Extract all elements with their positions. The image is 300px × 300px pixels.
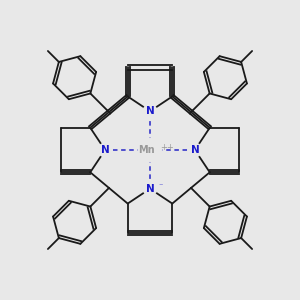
Text: Mn: Mn <box>139 145 155 155</box>
Circle shape <box>138 138 162 162</box>
Text: N: N <box>190 145 199 155</box>
Text: ++: ++ <box>160 143 174 152</box>
Circle shape <box>143 104 157 118</box>
Text: N: N <box>101 145 110 155</box>
Text: N: N <box>146 106 154 116</box>
Circle shape <box>188 143 202 157</box>
Text: ⁻: ⁻ <box>159 181 163 190</box>
Circle shape <box>98 143 112 157</box>
Circle shape <box>143 182 157 196</box>
Text: N: N <box>146 184 154 194</box>
